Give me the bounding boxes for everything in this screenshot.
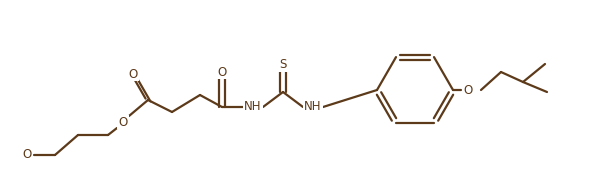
Text: O: O (23, 148, 31, 162)
Text: O: O (217, 66, 227, 79)
Text: S: S (279, 58, 287, 71)
Text: O: O (118, 116, 128, 129)
Text: NH: NH (244, 100, 262, 113)
Text: O: O (463, 83, 473, 96)
Text: NH: NH (304, 100, 322, 113)
Text: O: O (128, 67, 138, 80)
